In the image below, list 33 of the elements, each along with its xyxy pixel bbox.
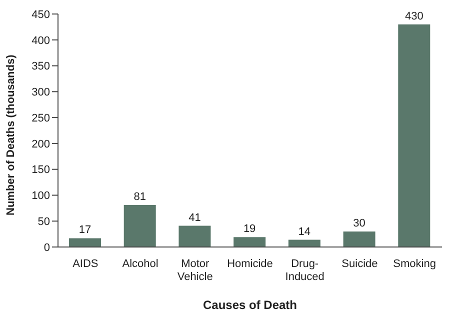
bar <box>124 205 156 247</box>
x-axis-title: Causes of Death <box>202 298 298 312</box>
data-label: 81 <box>134 191 146 204</box>
x-tick-label: Homicide <box>227 258 273 270</box>
bar <box>288 240 320 247</box>
data-label: 430 <box>404 10 424 22</box>
y-axis-title: Number of Deaths (thousands) <box>4 54 17 216</box>
data-label: 14 <box>298 226 311 238</box>
data-label: 30 <box>353 217 366 230</box>
x-tick-label: Motor Vehicle <box>177 258 213 283</box>
x-tick-label: Alcohol <box>122 258 158 270</box>
bar <box>69 238 101 247</box>
y-tick-label: 400 <box>32 34 50 47</box>
y-tick-label: 0 <box>44 242 50 254</box>
y-tick-label: 100 <box>32 190 50 202</box>
y-tick-label: 250 <box>32 112 50 124</box>
data-label: 19 <box>243 223 256 236</box>
x-tick-label: Drug-Induced <box>285 258 324 283</box>
bar <box>234 237 266 247</box>
x-tick-label: Smoking <box>393 258 436 270</box>
data-label: 17 <box>78 224 92 236</box>
x-tick-label: AIDS <box>72 258 98 270</box>
y-tick-label: 200 <box>32 138 50 150</box>
x-tick-label: Suicide <box>342 258 378 270</box>
y-tick-label: 50 <box>38 216 50 228</box>
y-tick-label: 450 <box>32 8 50 21</box>
y-tick-label: 150 <box>32 164 50 176</box>
bar <box>343 231 376 247</box>
data-label: 41 <box>188 212 201 224</box>
y-tick-label: 350 <box>32 60 50 73</box>
bar <box>398 24 430 247</box>
bar <box>178 226 211 247</box>
y-tick-label: 300 <box>32 86 50 99</box>
